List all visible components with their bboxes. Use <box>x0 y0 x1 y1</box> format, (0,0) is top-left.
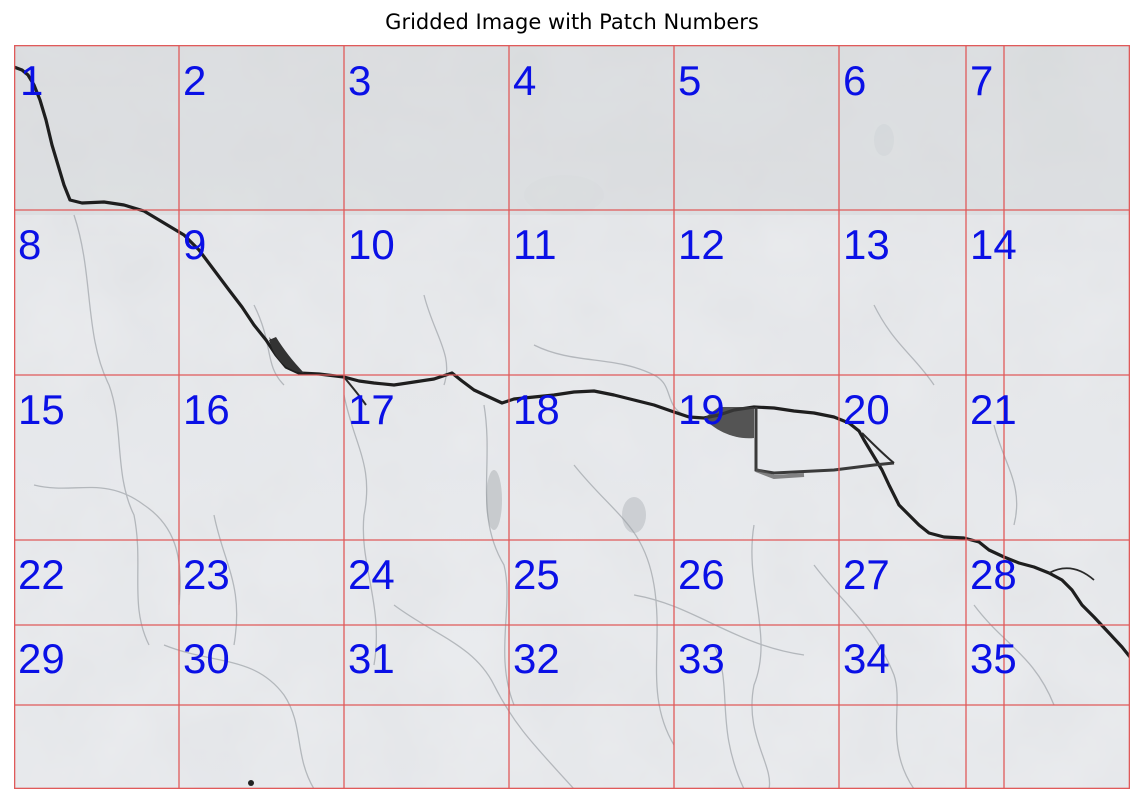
patch-label: 27 <box>843 551 890 598</box>
patch-label: 1 <box>20 57 43 104</box>
wall-stains <box>486 124 894 533</box>
patch-label: 20 <box>843 386 890 433</box>
patch-label: 22 <box>18 551 65 598</box>
patch-label: 18 <box>513 386 560 433</box>
hairline-cracks <box>33 214 1055 789</box>
patch-label: 5 <box>678 57 701 104</box>
patch-label: 14 <box>970 221 1017 268</box>
patch-label: 4 <box>513 57 536 104</box>
patch-label: 24 <box>348 551 395 598</box>
patch-labels: 1 2 3 4 5 6 7 8 9 10 11 12 13 14 15 16 1… <box>18 57 1017 682</box>
patch-label: 32 <box>513 635 560 682</box>
patch-label: 35 <box>970 635 1017 682</box>
patch-label: 29 <box>18 635 65 682</box>
patch-label: 13 <box>843 221 890 268</box>
patch-label: 21 <box>970 386 1017 433</box>
patch-label: 25 <box>513 551 560 598</box>
patch-label: 3 <box>348 57 371 104</box>
patch-label: 15 <box>18 386 65 433</box>
patch-label: 8 <box>18 221 41 268</box>
wall-texture <box>14 45 1130 789</box>
patch-label: 31 <box>348 635 395 682</box>
gridded-image: 1 2 3 4 5 6 7 8 9 10 11 12 13 14 15 16 1… <box>14 45 1130 789</box>
patch-label: 23 <box>183 551 230 598</box>
patch-label: 26 <box>678 551 725 598</box>
patch-label: 33 <box>678 635 725 682</box>
patch-label: 17 <box>348 386 395 433</box>
patch-label: 30 <box>183 635 230 682</box>
patch-label: 10 <box>348 221 395 268</box>
patch-label: 7 <box>970 57 993 104</box>
figure-title: Gridded Image with Patch Numbers <box>385 10 759 34</box>
main-crack <box>14 65 1130 786</box>
patch-label: 2 <box>183 57 206 104</box>
patch-label: 16 <box>183 386 230 433</box>
wall-top-shade <box>14 45 1130 215</box>
patch-label: 11 <box>513 221 557 268</box>
patch-label: 28 <box>970 551 1017 598</box>
grid-lines <box>14 45 1130 789</box>
patch-label: 19 <box>678 386 725 433</box>
patch-label: 34 <box>843 635 890 682</box>
patch-label: 9 <box>183 221 206 268</box>
patch-label: 12 <box>678 221 725 268</box>
patch-label: 6 <box>843 57 866 104</box>
